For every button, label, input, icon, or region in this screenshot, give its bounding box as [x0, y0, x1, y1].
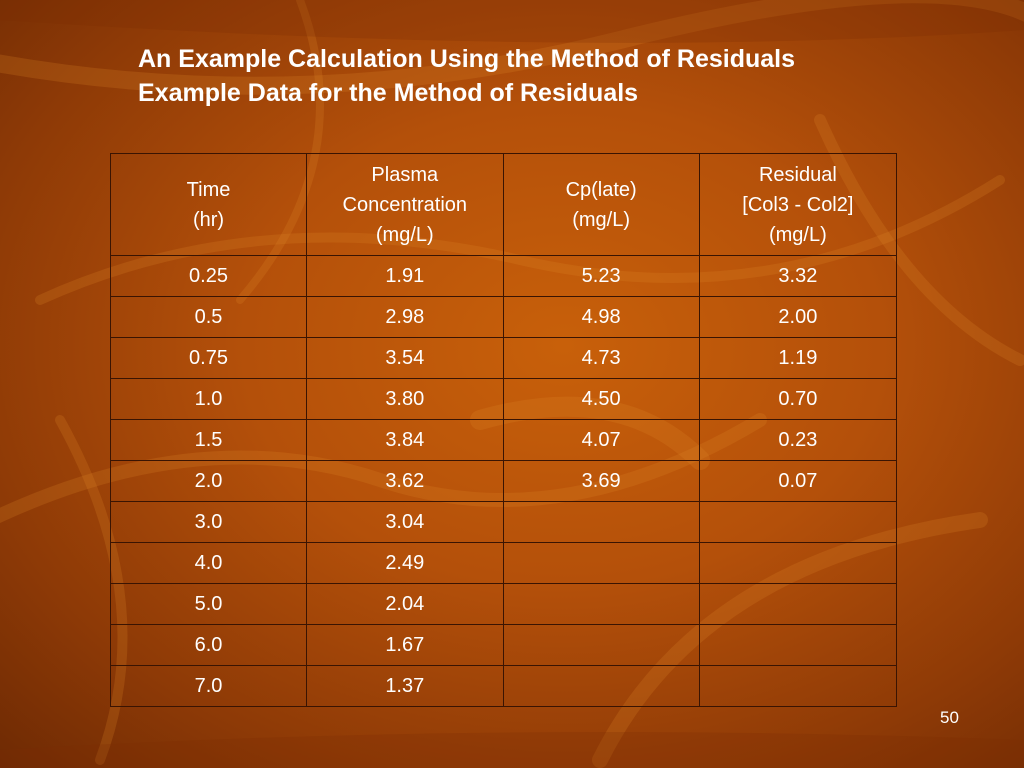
column-header-plasma-concentration: Plasma Concentration (mg/L)	[306, 153, 504, 256]
cell-plasma-concentration: 2.49	[306, 542, 504, 584]
cell-plasma-concentration: 3.80	[306, 378, 504, 420]
slide-page-number: 50	[940, 708, 959, 727]
table-row: 1.0 3.80 4.50 0.70	[109, 378, 898, 420]
cell-plasma-concentration: 1.67	[306, 624, 504, 666]
cell-cp-late: 5.23	[502, 255, 700, 297]
slide-title: An Example Calculation Using the Method …	[138, 42, 795, 110]
cell-time: 1.0	[109, 378, 308, 420]
cell-plasma-concentration: 2.04	[306, 583, 504, 625]
cell-residual	[698, 624, 898, 666]
cell-time: 1.5	[109, 419, 308, 461]
table-row: 0.25 1.91 5.23 3.32	[109, 255, 898, 297]
cell-cp-late: 4.50	[502, 378, 700, 420]
cell-plasma-concentration: 1.91	[306, 255, 504, 297]
table-row: 6.0 1.67	[109, 624, 898, 666]
cell-cp-late: 4.73	[502, 337, 700, 379]
cell-cp-late	[502, 501, 700, 543]
cell-residual: 0.23	[698, 419, 898, 461]
cell-time: 7.0	[109, 665, 308, 707]
cell-plasma-concentration: 1.37	[306, 665, 504, 707]
cell-residual: 1.19	[698, 337, 898, 379]
cell-plasma-concentration: 3.54	[306, 337, 504, 379]
cell-time: 0.5	[109, 296, 308, 338]
cell-residual	[698, 583, 898, 625]
table-row: 4.0 2.49	[109, 542, 898, 584]
table-row: 5.0 2.04	[109, 583, 898, 625]
cell-cp-late	[502, 624, 700, 666]
cell-time: 5.0	[109, 583, 308, 625]
cell-residual: 0.70	[698, 378, 898, 420]
table-header-row: Time (hr) Plasma Concentration (mg/L) Cp…	[109, 153, 898, 256]
column-header-time: Time (hr)	[109, 153, 308, 256]
cell-residual	[698, 542, 898, 584]
title-line-1: An Example Calculation Using the Method …	[138, 45, 796, 73]
table-row: 0.5 2.98 4.98 2.00	[109, 296, 898, 338]
cell-residual: 2.00	[698, 296, 898, 338]
title-line-2: Example Data for the Method of Residuals	[138, 79, 639, 107]
table-row: 2.0 3.62 3.69 0.07	[109, 460, 898, 502]
cell-time: 3.0	[109, 501, 308, 543]
cell-plasma-concentration: 3.04	[306, 501, 504, 543]
residuals-data-table: Time (hr) Plasma Concentration (mg/L) Cp…	[109, 153, 898, 707]
cell-time: 0.75	[109, 337, 308, 379]
cell-plasma-concentration: 3.62	[306, 460, 504, 502]
cell-plasma-concentration: 2.98	[306, 296, 504, 338]
column-header-cp-late: Cp(late) (mg/L)	[502, 153, 700, 256]
cell-cp-late	[502, 665, 700, 707]
cell-residual: 3.32	[698, 255, 898, 297]
cell-cp-late	[502, 542, 700, 584]
column-header-residual: Residual [Col3 - Col2] (mg/L)	[698, 153, 898, 256]
table-row: 0.75 3.54 4.73 1.19	[109, 337, 898, 379]
cell-residual	[698, 501, 898, 543]
cell-time: 2.0	[109, 460, 308, 502]
cell-cp-late: 3.69	[502, 460, 700, 502]
cell-cp-late: 4.07	[502, 419, 700, 461]
cell-time: 0.25	[109, 255, 308, 297]
table-row: 7.0 1.37	[109, 665, 898, 707]
cell-residual	[698, 665, 898, 707]
cell-time: 6.0	[109, 624, 308, 666]
cell-plasma-concentration: 3.84	[306, 419, 504, 461]
table-row: 3.0 3.04	[109, 501, 898, 543]
cell-cp-late: 4.98	[502, 296, 700, 338]
cell-residual: 0.07	[698, 460, 898, 502]
cell-time: 4.0	[109, 542, 308, 584]
cell-cp-late	[502, 583, 700, 625]
table-row: 1.5 3.84 4.07 0.23	[109, 419, 898, 461]
